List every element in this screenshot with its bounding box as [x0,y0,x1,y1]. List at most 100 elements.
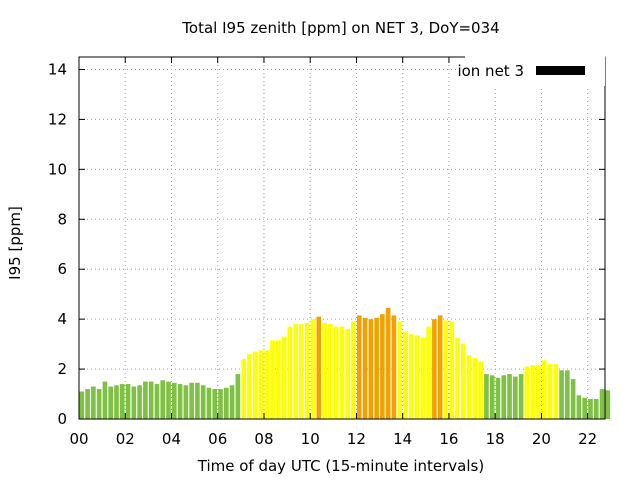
bar [247,354,252,419]
bar [299,324,304,419]
bar [258,350,264,419]
bar [345,329,351,419]
y-tick-label: 14 [48,60,67,78]
bar [582,397,587,419]
bar [206,387,212,419]
y-tick-label: 6 [57,260,67,278]
bar [183,385,189,419]
y-tick-label: 8 [57,210,67,228]
grid [79,57,605,419]
bar [85,389,90,419]
bar [189,382,194,419]
bar [218,389,223,419]
bar [437,315,443,419]
y-axis-label: I95 [ppm] [6,206,24,280]
bar [484,374,489,419]
bar [119,384,125,419]
bar [287,326,293,419]
bars [79,307,611,419]
bar [264,350,270,419]
bar [426,326,431,419]
legend: ion net 3 [457,54,605,86]
x-tick-label: 16 [439,430,458,448]
bar [559,370,564,419]
y-tick-label: 2 [57,360,67,378]
bar [472,357,478,419]
x-tick-label: 08 [254,430,273,448]
bar [460,344,466,419]
bar [599,389,605,419]
bar [553,364,559,419]
bar [79,391,85,419]
bar [403,331,408,419]
bar [351,321,356,419]
bar [316,316,322,419]
bar [171,382,177,419]
bar [368,319,374,419]
plot-frame [78,56,606,420]
bar [229,385,235,419]
x-tick-label: 10 [301,430,320,448]
y-tick-label: 10 [48,160,67,178]
x-tick-label: 22 [578,430,597,448]
y-tick-label: 12 [48,110,67,128]
bar [449,321,455,419]
bar [281,336,287,419]
bar [91,386,96,419]
bar [195,382,200,419]
bar [565,370,570,419]
bar [125,384,131,419]
bar [252,351,258,419]
bar [154,384,160,419]
bar [524,366,530,419]
bar [224,387,229,419]
bar [414,335,420,419]
bar [333,326,339,419]
bar [328,324,333,419]
bar [270,340,275,419]
bar [489,375,495,419]
x-tick-label: 14 [393,430,412,448]
bar [408,334,414,419]
bar [501,375,507,419]
x-tick-label: 06 [208,430,227,448]
bar [466,355,472,419]
bar [380,314,385,419]
bar [114,385,119,419]
legend-swatch [536,66,585,75]
bar [362,317,368,419]
bar [102,381,108,419]
bar [166,381,171,419]
x-tick-label: 18 [486,430,505,448]
bar [507,374,512,419]
bar [443,320,449,419]
bar [478,361,483,419]
bar [374,317,379,419]
x-tick-label: 00 [69,430,88,448]
bar [177,384,183,419]
chart-title: Total I95 zenith [ppm] on NET 3, DoY=034 [181,19,499,37]
bar [588,399,593,419]
bar [576,395,582,419]
bar [541,360,547,419]
bar [339,326,345,419]
bar [304,322,310,419]
bar [276,340,281,419]
legend-label: ion net 3 [457,62,524,80]
bar [420,337,426,419]
x-tick-label: 12 [347,430,366,448]
bar [356,315,362,419]
x-tick-label: 20 [532,430,551,448]
bar [200,385,206,419]
bar [131,386,137,419]
bar [160,380,166,419]
bar [593,399,599,419]
x-axis-label: Time of day UTC (15-minute intervals) [197,457,484,475]
bar [137,385,142,419]
bar [322,322,327,419]
x-tick-label: 02 [116,430,135,448]
bar [536,365,541,419]
